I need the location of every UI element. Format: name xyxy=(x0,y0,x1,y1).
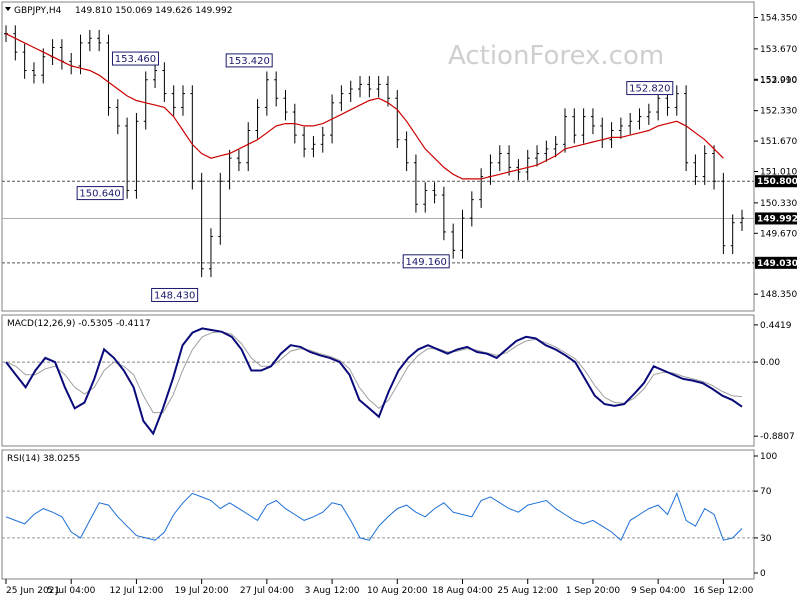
date-tick-label-0: 25 Jun 2021 xyxy=(6,586,60,596)
rsi-tick-label-0: 100 xyxy=(760,452,777,462)
dropdown-triangle-icon[interactable] xyxy=(5,7,11,11)
date-tick-label-8: 25 Aug 12:00 xyxy=(497,586,558,596)
annotation-label-4: 149.160 xyxy=(406,257,447,268)
price-tick-label-2: 153.010 xyxy=(760,75,797,85)
date-tick-label-4: 27 Jul 04:00 xyxy=(240,586,294,596)
price-tick-label-6: 151.010 xyxy=(760,168,797,178)
macd-signal-line xyxy=(5,331,743,414)
price-tick-label-9: 148.350 xyxy=(760,290,797,300)
date-tick-label-6: 10 Aug 20:00 xyxy=(367,586,428,596)
rsi-label: RSI(14) 38.0255 xyxy=(7,454,80,464)
moving-average-line xyxy=(5,33,724,180)
date-tick-label-2: 12 Jul 12:00 xyxy=(109,586,163,596)
level-tag-bg-0 xyxy=(755,175,797,188)
ohlc-label: 149.810 150.069 149.626 149.992 xyxy=(75,6,232,16)
price-layer: 153.460 150.640 148.430 153.420 149.160 152.8… xyxy=(2,25,754,302)
annotation-box-2 xyxy=(151,287,199,302)
level-tag-bg-1 xyxy=(755,212,797,225)
macd-panel xyxy=(1,314,755,447)
price-tick-label-3: 152.990 xyxy=(760,76,797,86)
price-tick-label-8: 149.670 xyxy=(760,229,797,239)
date-tick-label-7: 18 Aug 04:00 xyxy=(432,586,493,596)
macd-tick-label-2: -0.8807 xyxy=(760,432,795,442)
watermark: ActionForex.com xyxy=(448,41,664,71)
level-tag-0: 150.800 xyxy=(757,177,798,187)
macd-layer xyxy=(2,327,754,436)
price-tick-label-1: 153.670 xyxy=(760,45,797,55)
date-tick-label-11: 16 Sep 12:00 xyxy=(693,586,753,596)
price-tick-label-7: 150.330 xyxy=(760,199,797,209)
rsi-line xyxy=(5,492,743,542)
annotation-label-1: 150.640 xyxy=(79,189,120,200)
annotation-box-3 xyxy=(225,53,273,68)
date-tick-label-3: 19 Jul 20:00 xyxy=(175,586,229,596)
annotation-box-5 xyxy=(626,81,674,96)
date-tick-label-5: 3 Aug 12:00 xyxy=(305,586,360,596)
rsi-panel xyxy=(1,449,755,580)
symbol-label: GBPJPY,H4 xyxy=(14,6,62,16)
macd-label: MACD(12,26,9) -0.5305 -0.4117 xyxy=(7,319,151,329)
rsi-layer xyxy=(2,490,754,542)
price-tick-label-4: 152.330 xyxy=(760,107,797,117)
rsi-tick-label-2: 30 xyxy=(760,534,772,544)
annotation-box-4 xyxy=(402,254,450,269)
macd-line xyxy=(5,327,743,436)
macd-tick-label-0: 0.4419 xyxy=(760,321,792,331)
rsi-tick-label-3: 0 xyxy=(760,569,766,579)
date-tick-label-9: 1 Sep 20:00 xyxy=(566,586,621,596)
price-tick-label-5: 151.670 xyxy=(760,137,797,147)
level-tag-1: 149.992 xyxy=(757,214,798,224)
date-tick-label-10: 9 Sep 04:00 xyxy=(631,586,686,596)
chart-header: GBPJPY,H4 149.810 150.069 149.626 149.99… xyxy=(5,6,232,16)
level-tag-bg-2 xyxy=(755,256,797,269)
annotation-label-0: 153.460 xyxy=(115,54,156,65)
annotation-label-3: 153.420 xyxy=(228,56,269,67)
annotation-label-5: 152.820 xyxy=(629,84,670,95)
macd-tick-label-1: 0.00 xyxy=(760,358,780,368)
date-tick-label-1: 5 Jul 04:00 xyxy=(47,586,96,596)
rsi-tick-label-1: 70 xyxy=(760,487,772,497)
annotation-label-2: 148.430 xyxy=(154,290,195,301)
level-tag-2: 149.030 xyxy=(757,259,798,269)
annotation-box-0 xyxy=(111,51,159,66)
annotation-box-1 xyxy=(76,186,124,201)
axis-layer: 150.800 149.992 149.030 154.350 153.670 153.0… xyxy=(5,14,798,596)
price-tick-label-0: 154.350 xyxy=(760,14,797,24)
